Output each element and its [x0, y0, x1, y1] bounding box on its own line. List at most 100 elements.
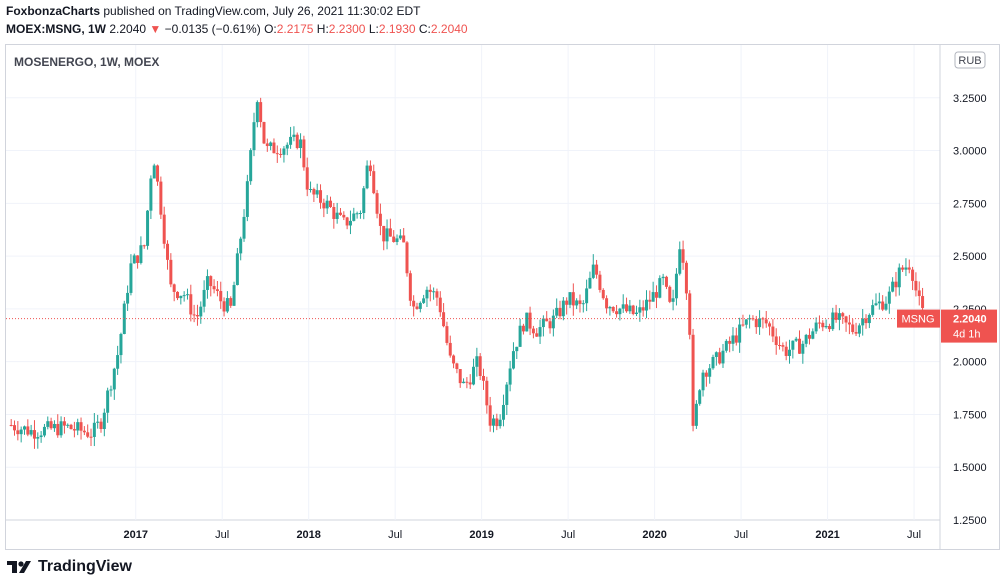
candle-body	[382, 225, 386, 242]
candle-body	[9, 425, 13, 426]
candle-body	[684, 262, 688, 294]
candle-body	[116, 355, 120, 369]
symbol-tag-label: MSNG	[902, 314, 935, 326]
candle-body	[887, 291, 891, 304]
candle-body	[325, 200, 329, 209]
currency-badge[interactable]: RUB	[954, 51, 986, 69]
candle-body	[861, 318, 865, 326]
candle-body	[205, 276, 209, 290]
candle-body	[525, 312, 529, 332]
candle-body	[262, 122, 266, 144]
symbol-label: MOEX:MSNG, 1W	[6, 22, 107, 36]
candle-body	[166, 243, 170, 260]
candle-body	[52, 423, 56, 429]
price-tag-bg	[941, 309, 997, 343]
candle-body	[239, 238, 243, 254]
candle-body	[754, 319, 758, 328]
candle-body	[571, 292, 575, 306]
candle-body	[16, 430, 20, 435]
candle-body	[758, 318, 762, 328]
candle-body	[834, 312, 838, 320]
candle-body	[688, 293, 692, 335]
open-label: O:	[264, 22, 277, 36]
candle-body	[312, 189, 316, 195]
candle-body	[32, 430, 36, 439]
candle-body	[478, 356, 482, 376]
candle-body	[491, 418, 495, 426]
candle-body	[904, 267, 908, 270]
candle-body	[378, 213, 382, 226]
candle-body	[432, 291, 436, 293]
candle-body	[751, 318, 755, 320]
candle-body	[545, 318, 549, 322]
candle-body	[731, 335, 735, 344]
candle-body	[817, 322, 821, 324]
candle-body	[448, 342, 452, 356]
candle-body	[348, 220, 352, 226]
candle-body	[864, 318, 868, 324]
candle-body	[641, 307, 645, 311]
candle-body	[472, 366, 476, 385]
tradingview-footer[interactable]: TradingView	[6, 556, 132, 578]
candle-body	[651, 292, 655, 302]
x-tick-label: Jul	[907, 529, 921, 541]
candle-body	[704, 372, 708, 377]
price-tag-countdown: 4d 1h	[953, 329, 981, 341]
x-tick-label: 2019	[469, 529, 493, 541]
candle-body	[199, 306, 203, 317]
candle-body	[408, 273, 412, 301]
candle-body	[658, 278, 662, 298]
candle-body	[708, 368, 712, 377]
symbol-tag-bg	[897, 309, 940, 328]
candle-body	[788, 349, 792, 356]
candle-body	[92, 422, 96, 437]
chart-frame[interactable]	[5, 44, 1000, 550]
candle-body	[335, 212, 339, 219]
candle-body	[142, 245, 146, 247]
candle-body	[804, 334, 808, 344]
candle-body	[465, 381, 469, 383]
candle-body	[681, 249, 685, 263]
candle-body	[811, 331, 815, 339]
candle-body	[225, 298, 229, 312]
candle-body	[132, 255, 136, 264]
candle-body	[388, 228, 392, 237]
open-value: 2.2175	[276, 22, 314, 36]
candle-body	[202, 289, 206, 307]
candle-body	[255, 102, 259, 123]
publisher-name[interactable]: FoxbonzaCharts	[6, 4, 101, 18]
candle-body	[435, 291, 439, 298]
candle-body	[638, 307, 642, 313]
candle-body	[175, 291, 179, 299]
candle-body	[621, 304, 625, 309]
candle-body	[921, 296, 925, 308]
candle-body	[714, 352, 718, 357]
candle-body	[891, 281, 895, 292]
candle-body	[867, 314, 871, 324]
candle-body	[139, 245, 143, 263]
x-tick-label: 2017	[123, 529, 147, 541]
candle-body	[272, 142, 276, 154]
candle-body	[648, 299, 652, 302]
candle-body	[821, 322, 825, 328]
candle-body	[189, 294, 193, 315]
candle-body	[405, 242, 409, 274]
candle-body	[768, 323, 772, 327]
candle-body	[309, 189, 313, 191]
x-tick-label: Jul	[388, 529, 402, 541]
candle-body	[398, 235, 402, 239]
candle-body	[368, 165, 372, 172]
candle-body	[13, 425, 17, 431]
candle-body	[505, 384, 509, 405]
chart-title: MOSENERGO, 1W, MOEX	[14, 55, 159, 69]
candle-body	[595, 264, 599, 275]
candle-body	[568, 292, 572, 305]
x-axis[interactable]: 2017 Jul 2018 Jul 2019 Jul 2020 Jul 2021 Jul	[123, 529, 921, 541]
candle-body	[854, 332, 858, 334]
candle-body	[36, 437, 40, 439]
candle-body	[109, 389, 113, 391]
candle-body	[528, 312, 532, 329]
candle-body	[219, 291, 223, 302]
candle-body	[59, 421, 63, 436]
